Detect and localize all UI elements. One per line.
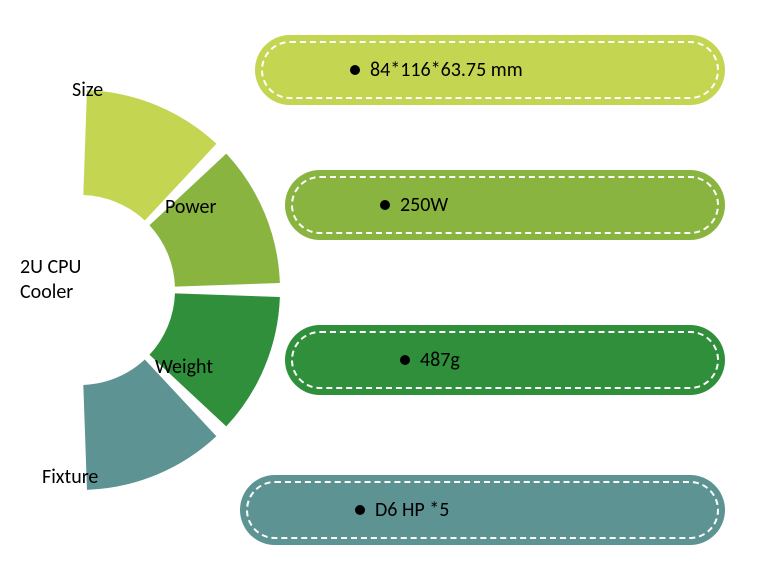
size-pill: 84*116*63.75 mm	[255, 35, 725, 105]
bullet-icon	[350, 65, 360, 75]
fixture-value: D6 HP *5	[375, 498, 449, 522]
pill-text: 84*116*63.75 mm	[350, 58, 523, 82]
bullet-icon	[400, 355, 410, 365]
weight-pill: 487g	[285, 325, 725, 395]
bullet-icon	[380, 200, 390, 210]
bullet-icon	[355, 505, 365, 515]
size-value: 84*116*63.75 mm	[370, 58, 523, 82]
power-pill: 250W	[285, 170, 725, 240]
power-value: 250W	[400, 193, 448, 217]
pill-dashed-border	[291, 176, 719, 234]
pill-text: 487g	[400, 348, 460, 372]
center-title-line1: 2U CPU	[20, 255, 81, 279]
weight-value: 487g	[420, 348, 460, 372]
pill-text: 250W	[380, 193, 448, 217]
center-title-line2: Cooler	[20, 280, 73, 304]
fixture-pill: D6 HP *5	[240, 475, 725, 545]
pill-text: D6 HP *5	[355, 498, 449, 522]
pill-dashed-border	[246, 481, 719, 539]
pill-dashed-border	[291, 331, 719, 389]
center-title: 2U CPU Cooler	[20, 255, 81, 305]
infographic-canvas: Size Power Weight Fixture 2U CPU Cooler …	[0, 0, 760, 580]
